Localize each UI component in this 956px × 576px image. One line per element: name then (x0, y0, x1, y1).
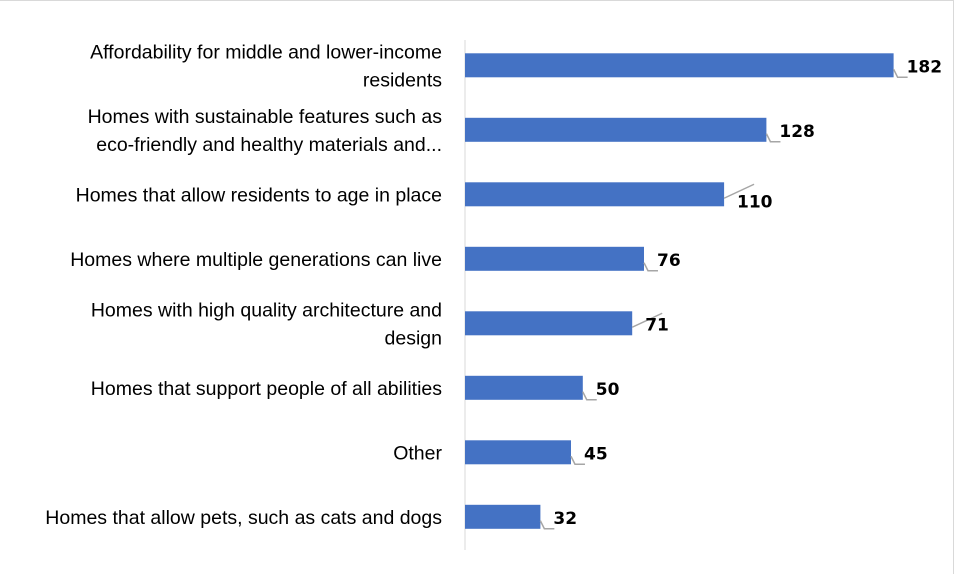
category-label: Homes that support people of all abiliti… (91, 378, 442, 400)
data-label: 45 (584, 444, 608, 464)
data-label: 182 (907, 57, 943, 77)
data-label: 71 (645, 315, 669, 335)
category-label: Homes that allow residents to age in pla… (76, 184, 442, 206)
data-label: 128 (779, 122, 815, 142)
bar (465, 53, 894, 78)
data-label: 50 (596, 380, 620, 400)
bar (465, 504, 541, 529)
category-label: residents (363, 69, 442, 91)
leader-line (892, 68, 908, 78)
category-label: Other (393, 442, 442, 464)
data-label: 32 (553, 509, 577, 529)
category-label: design (385, 327, 442, 349)
category-label: Affordability for middle and lower-incom… (90, 41, 442, 63)
data-label: 110 (737, 192, 773, 212)
leader-line (723, 183, 755, 199)
category-label: Homes with sustainable features such as (88, 106, 443, 128)
category-label: Homes with high quality architecture and (91, 299, 442, 321)
leader-line (643, 262, 658, 272)
bar (465, 182, 725, 207)
bar (465, 117, 767, 142)
leader-line (765, 133, 781, 143)
leader-line (631, 312, 663, 328)
leader-line (539, 520, 555, 530)
bar (465, 375, 583, 400)
leader-line (570, 455, 585, 465)
bar (465, 311, 633, 336)
category-label: Homes where multiple generations can liv… (70, 249, 442, 271)
leader-line (582, 391, 597, 401)
bars-group: 182 Affordability for middle and lower-in… (45, 41, 943, 530)
category-label: Homes that allow pets, such as cats and … (45, 507, 442, 529)
data-label: 76 (657, 251, 681, 271)
bar (465, 440, 571, 465)
bar (465, 246, 644, 271)
category-label: eco-friendly and healthy materials and..… (96, 134, 442, 156)
